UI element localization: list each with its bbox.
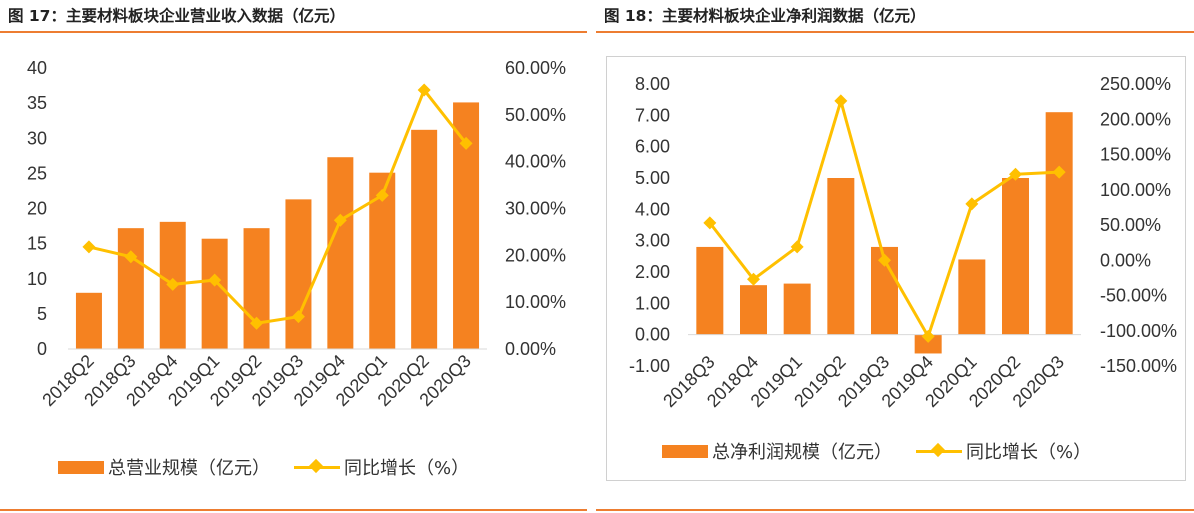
legend-label-bar: 总净利润规模（亿元） — [712, 442, 892, 463]
figure-17-title: 图 17：主要材料板块企业营业收入数据（亿元） — [8, 7, 345, 25]
bar — [783, 283, 811, 335]
y-left-tick-label: 15 — [27, 234, 47, 254]
y-right-tick-label: 250.00% — [1100, 74, 1171, 94]
growth-point — [459, 136, 473, 150]
y-right-tick-label: 150.00% — [1100, 145, 1171, 165]
growth-point — [1009, 167, 1022, 181]
y-left-tick-label: -1.00 — [629, 356, 670, 376]
legend-label-line: 同比增长（%） — [966, 442, 1092, 463]
title-rule — [0, 31, 587, 33]
bar — [201, 238, 228, 349]
growth-line — [88, 88, 468, 325]
net-profit-chart-legend: 总净利润规模（亿元） 同比增长（%） — [662, 438, 1115, 464]
y-right-tick-label: 50.00% — [505, 105, 566, 125]
bottom-rule — [0, 509, 587, 511]
legend-item-bar: 总营业规模（亿元） — [58, 454, 270, 480]
growth-point — [1052, 165, 1066, 179]
bar-swatch — [58, 460, 104, 474]
y-left-tick-label: 0.00 — [635, 325, 670, 345]
bar — [914, 334, 942, 354]
line-swatch — [916, 442, 962, 458]
net-profit-chart: -1.00 0.00 1.00 2.00 3.00 4.00 5.00 6.00 7.00 8.0… — [629, 74, 1177, 411]
growth-point — [375, 188, 389, 202]
y-right-tick-label: -150.00% — [1100, 356, 1177, 376]
line-swatch — [294, 458, 340, 474]
growth-point — [790, 240, 804, 254]
revenue-chart-legend: 总营业规模（亿元） 同比增长（%） — [58, 454, 493, 480]
bar — [75, 292, 102, 349]
bar — [285, 199, 312, 349]
revenue-chart: 0 5 10 15 20 25 30 35 40 0.00% 10.00% 20.00% 30.00% 4… — [27, 58, 566, 410]
growth-point — [703, 216, 717, 230]
bottom-rule — [596, 509, 1194, 511]
chart-frame — [606, 56, 1186, 481]
y-right-tick-label: 0.00% — [1100, 250, 1151, 270]
bar — [411, 129, 438, 349]
y-right-tick-label: 30.00% — [505, 199, 566, 219]
figure-18-title: 图 18：主要材料板块企业净利润数据（亿元） — [604, 7, 926, 25]
legend-item-line: 同比增长（%） — [294, 454, 469, 480]
bar-swatch — [662, 444, 708, 458]
y-right-tick-label: 0.00% — [505, 339, 556, 359]
y-right-tick-label: 100.00% — [1100, 180, 1171, 200]
growth-point — [747, 272, 760, 286]
y-right-tick-label: 60.00% — [505, 58, 566, 78]
growth-point — [965, 197, 979, 211]
y-left-tick-label: 30 — [27, 128, 47, 148]
legend-label-bar: 总营业规模（亿元） — [108, 458, 270, 479]
growth-point — [291, 310, 305, 324]
bar — [1002, 178, 1029, 335]
y-left-tick-label: 2.00 — [635, 262, 670, 282]
legend-item-bar: 总净利润规模（亿元） — [662, 438, 892, 464]
y-left-tick-label: 10 — [27, 269, 47, 289]
y-left-tick-label: 7.00 — [635, 105, 670, 125]
y-right-tick-label: 10.00% — [505, 292, 566, 312]
figure-18-panel: 图 18：主要材料板块企业净利润数据（亿元） -1.00 0.00 1.00 2.00… — [596, 0, 1194, 513]
growth-point — [250, 316, 264, 330]
y-left-tick-label: 4.00 — [635, 199, 670, 219]
y-left-tick-label: 8.00 — [635, 74, 670, 94]
growth-point — [834, 94, 848, 108]
y-right-tick-label: -50.00% — [1100, 286, 1167, 306]
y-left-tick-label: 20 — [27, 199, 47, 219]
y-right-tick-label: 200.00% — [1100, 109, 1171, 129]
bar — [827, 178, 855, 335]
y-left-tick-label: 5 — [37, 304, 47, 324]
y-left-tick-label: 25 — [27, 163, 47, 183]
growth-point — [166, 277, 180, 291]
y-left-tick-label: 35 — [27, 93, 47, 113]
y-left-tick-label: 0 — [37, 339, 47, 359]
y-right-tick-label: 40.00% — [505, 152, 566, 172]
y-left-tick-label: 5.00 — [635, 168, 670, 188]
growth-point — [333, 213, 347, 227]
y-left-tick-label: 6.00 — [635, 137, 670, 157]
growth-point — [124, 250, 138, 264]
legend-item-line: 同比增长（%） — [916, 438, 1091, 464]
bar — [696, 246, 724, 335]
legend-label-line: 同比增长（%） — [344, 458, 470, 479]
y-right-tick-label: -100.00% — [1100, 321, 1177, 341]
bar — [740, 285, 767, 335]
y-right-tick-label: 20.00% — [505, 245, 566, 265]
growth-point — [82, 240, 96, 254]
figure-17-panel: 图 17：主要材料板块企业营业收入数据（亿元） 0 5 10 15 20 25 30 35 40… — [0, 0, 587, 513]
bar — [117, 228, 144, 349]
bar — [958, 259, 986, 335]
bar — [243, 228, 270, 349]
growth-point — [208, 273, 222, 287]
y-left-tick-label: 3.00 — [635, 231, 670, 251]
bar — [1045, 112, 1073, 335]
y-right-tick-label: 50.00% — [1100, 215, 1161, 235]
bar — [327, 157, 354, 349]
growth-point — [878, 253, 891, 267]
title-rule — [596, 31, 1194, 33]
growth-point — [921, 329, 935, 343]
y-left-tick-label: 40 — [27, 58, 47, 78]
y-left-tick-label: 1.00 — [635, 293, 670, 313]
growth-point — [417, 83, 431, 97]
